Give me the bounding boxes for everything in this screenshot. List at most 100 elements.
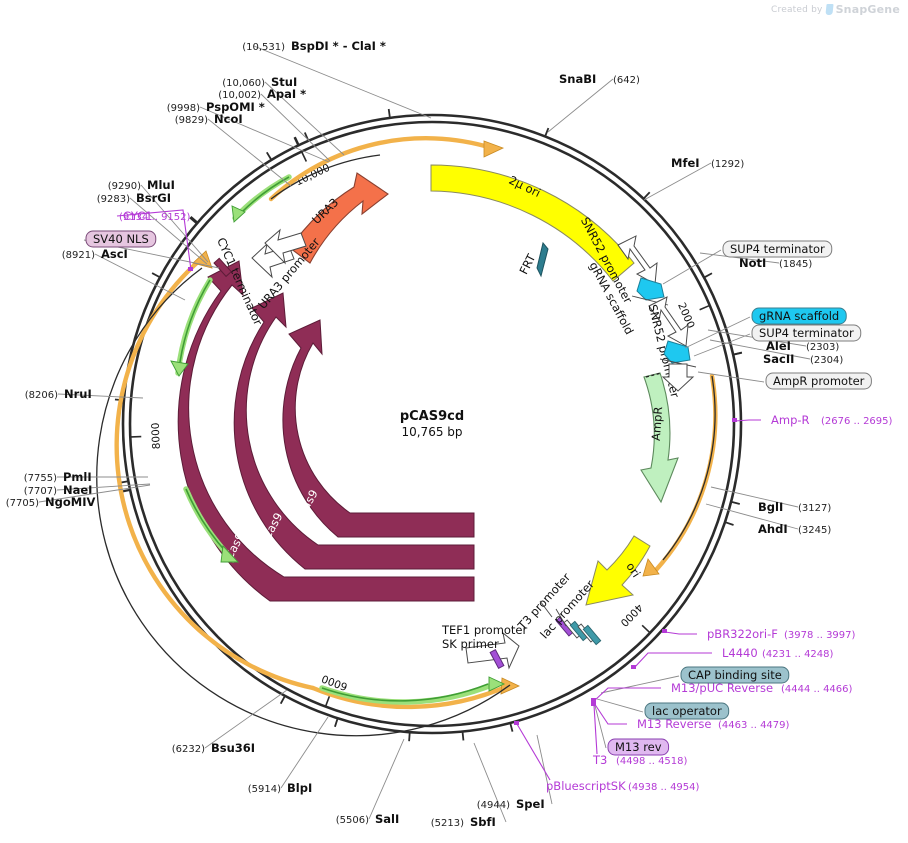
feature-ura3[interactable] — [289, 172, 389, 264]
enzyme-label[interactable]: AhdI (3245) — [705, 503, 831, 536]
feature-tef1-promoter-arrow[interactable] — [465, 631, 520, 670]
enzyme-label[interactable]: BglI (3127) — [710, 486, 831, 514]
primer-site-marker[interactable] — [732, 418, 737, 422]
feature-badge[interactable]: lac operator — [596, 698, 730, 720]
enzyme-cut-mark[interactable] — [266, 151, 272, 160]
badge-pill[interactable] — [85, 230, 157, 248]
enzyme-cut-mark[interactable] — [279, 696, 286, 705]
primer-site-marker[interactable] — [514, 721, 519, 725]
feature-sk-primer-marker[interactable] — [489, 648, 505, 670]
enzyme-label[interactable]: (9290) MluI — [108, 178, 209, 263]
badge-pill[interactable] — [765, 372, 872, 390]
watermark-brand: SnapGene — [835, 3, 900, 16]
primer-label[interactable]: T3 (4498 .. 4518) — [591, 702, 688, 767]
enzyme-label[interactable]: (7707) NaeI — [24, 483, 151, 497]
feature-cas9-wrap-1[interactable] — [177, 260, 475, 602]
feature-sv40-nls-marker[interactable] — [213, 257, 232, 278]
enzyme-label[interactable]: (7705) NgoMIV — [6, 484, 151, 509]
enzyme-cut-mark[interactable] — [731, 501, 740, 505]
primer-label[interactable]: pBR322ori-F (3978 .. 3997) — [662, 627, 856, 641]
enzyme-label[interactable]: (10,060) StuI — [222, 75, 345, 156]
primer-label[interactable]: pBluescriptSK (4938 .. 4954) — [514, 721, 700, 793]
primer-label[interactable]: M13/pUC Reverse (4444 .. 4466) — [591, 681, 853, 702]
enzyme-name: MluI — [147, 178, 175, 192]
enzyme-cut-mark[interactable] — [704, 272, 713, 278]
orf-arrow-top — [483, 140, 505, 158]
enzyme-cut-mark[interactable] — [151, 272, 160, 278]
enzyme-position: (2304) — [810, 355, 843, 366]
enzyme-cut-mark[interactable] — [189, 217, 197, 224]
enzyme-cut-mark[interactable] — [509, 723, 514, 732]
feature-badge[interactable]: M13 rev — [593, 701, 670, 756]
enzyme-label[interactable]: (10,531) BspDI * - ClaI * — [242, 39, 432, 119]
enzyme-label[interactable]: (9283) BsrGI — [97, 191, 208, 265]
enzyme-leader-line — [280, 716, 329, 789]
enzyme-label[interactable]: SnaBI (642) — [547, 72, 640, 133]
enzyme-label[interactable]: (5213) SbfI — [431, 742, 507, 829]
feature-label-sk-primer: SK primer — [442, 637, 499, 651]
feature-badge[interactable]: AmpR promoter — [697, 371, 872, 390]
enzyme-cut-mark[interactable] — [408, 733, 411, 742]
enzyme-cut-mark[interactable] — [461, 732, 465, 741]
badge-label: CAP binding site — [688, 668, 782, 682]
enzyme-cut-mark[interactable] — [190, 216, 198, 223]
enzyme-label[interactable]: (9829) NcoI — [175, 112, 292, 187]
feature-cas9-wrap-2[interactable] — [233, 292, 475, 570]
feature-frt[interactable] — [536, 241, 549, 278]
primer-position: (4463 .. 4479) — [718, 720, 790, 731]
primer-site-marker[interactable] — [591, 702, 596, 706]
primer-position: (4938 .. 4954) — [628, 782, 700, 793]
feature-badge[interactable]: gRNA scaffold — [684, 307, 847, 349]
badge-pill[interactable] — [644, 702, 730, 720]
badge-pill[interactable] — [722, 240, 833, 258]
badge-pill[interactable] — [751, 324, 862, 342]
enzyme-label[interactable]: (5914) BlpI — [248, 716, 329, 795]
enzyme-label[interactable]: (7755) PmlI — [24, 470, 148, 484]
enzyme-label[interactable]: (8921) AscI — [62, 247, 186, 301]
feature-ampr-promoter-arrow[interactable] — [661, 363, 695, 392]
feature-grna-scaffold-2[interactable] — [663, 340, 691, 364]
enzyme-label[interactable]: (9998) PspOMI * — [167, 100, 330, 163]
primer-leader-line — [593, 687, 661, 702]
primer-site-marker[interactable] — [188, 267, 193, 271]
primer-leader-line — [116, 209, 192, 271]
enzyme-label[interactable]: (6232) Bsu36I — [172, 689, 288, 755]
enzyme-cut-mark[interactable] — [387, 108, 391, 118]
enzyme-label[interactable]: MfeI (1292) — [643, 156, 744, 201]
feature-ampr[interactable] — [640, 372, 679, 504]
plasmid-title: pCAS9cd — [400, 409, 464, 424]
enzyme-label[interactable]: (5506) SalI — [336, 738, 405, 826]
feature-badge[interactable]: CAP binding site — [600, 666, 790, 694]
enzyme-cut-mark[interactable] — [733, 351, 743, 356]
enzyme-cut-mark[interactable] — [293, 136, 299, 145]
enzyme-label[interactable]: (4944) SpeI — [477, 734, 553, 811]
badge-pill[interactable] — [680, 666, 790, 684]
enzyme-label[interactable]: (10,002) ApaI * — [218, 87, 331, 162]
primer-site-marker[interactable] — [631, 665, 636, 669]
enzyme-cut-mark[interactable] — [643, 191, 651, 199]
enzyme-cut-mark[interactable] — [544, 127, 550, 136]
badge-pill[interactable] — [607, 738, 670, 756]
feature-cas9-wrap-3[interactable] — [282, 319, 475, 538]
feature-badge[interactable]: SV40 NLS — [83, 230, 220, 269]
primer-label[interactable]: Amp-R (2676 .. 2695) — [732, 413, 893, 427]
feature-badge[interactable]: SUP4 terminator — [693, 324, 862, 357]
primer-site-marker[interactable] — [662, 629, 667, 633]
enzyme-cut-mark[interactable] — [725, 521, 734, 526]
badge-pill[interactable] — [751, 307, 847, 325]
feature-ura3-promoter-arrow[interactable] — [264, 228, 307, 265]
feature-label-ori: ori — [623, 560, 643, 580]
feature-grna-scaffold-1[interactable] — [636, 277, 665, 301]
feature-ori[interactable] — [585, 535, 651, 606]
enzyme-label[interactable]: (8206) NruI — [25, 387, 144, 401]
primer-label[interactable]: CYC1(9134 .. 9152) — [116, 209, 193, 271]
enzyme-leader-line — [207, 118, 292, 187]
enzyme-position: (1845) — [779, 259, 812, 270]
feature-badge[interactable]: SUP4 terminator — [662, 240, 833, 285]
enzyme-cut-mark[interactable] — [334, 718, 339, 728]
feature-mcs-markers[interactable] — [555, 616, 602, 646]
feature-2mu-ori[interactable] — [430, 164, 635, 282]
primer-label[interactable]: L4440 (4231 .. 4248) — [631, 646, 834, 669]
enzyme-leader-line — [705, 503, 799, 530]
